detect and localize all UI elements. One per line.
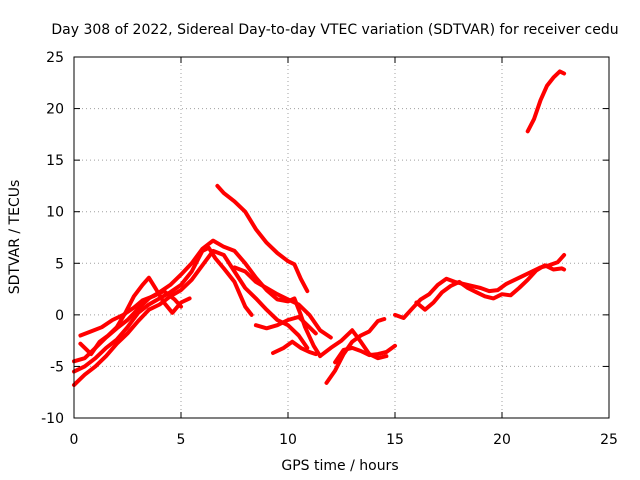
- y-axis-label: SDTVAR / TECUs: [7, 180, 23, 295]
- y-tick-label: -10: [41, 411, 64, 427]
- series-line-s13: [393, 253, 567, 320]
- x-tick-label: 5: [177, 432, 186, 448]
- series-line-s8: [253, 314, 318, 336]
- y-tick-label: 10: [46, 205, 64, 221]
- grid: [74, 57, 609, 418]
- y-tick-label: 15: [46, 153, 64, 169]
- series-line-s12: [333, 343, 397, 365]
- y-tick-label: 20: [46, 102, 64, 118]
- series-line-s2: [72, 248, 310, 387]
- chart-title: Day 308 of 2022, Sidereal Day-to-day VTE…: [51, 22, 618, 38]
- x-tick-label: 10: [279, 432, 297, 448]
- series-line-s5: [78, 289, 183, 338]
- series-line-s9: [271, 339, 318, 357]
- x-tick-label: 20: [493, 432, 511, 448]
- series-line-s6: [215, 183, 310, 294]
- x-tick-label: 0: [70, 432, 79, 448]
- series-line-s4: [78, 275, 192, 357]
- series-line-s15: [525, 69, 567, 134]
- y-tick-label: 25: [46, 50, 64, 66]
- y-tick-label: 0: [55, 308, 64, 324]
- x-axis-label: GPS time / hours: [281, 458, 398, 474]
- series-line-s11: [318, 328, 389, 361]
- plot-border: [73, 56, 610, 419]
- y-tick-label: 5: [55, 256, 64, 272]
- series-line-s1: [72, 245, 254, 374]
- axis-ticks: 0 5 10 15 20 25 -10 -5 0 5 10 15 20 25: [41, 50, 618, 448]
- series-line-s14: [414, 263, 567, 312]
- y-tick-label: -5: [50, 359, 64, 375]
- data-series: [72, 69, 567, 387]
- series-line-s7: [232, 265, 333, 340]
- x-tick-label: 25: [600, 432, 618, 448]
- x-tick-label: 15: [386, 432, 404, 448]
